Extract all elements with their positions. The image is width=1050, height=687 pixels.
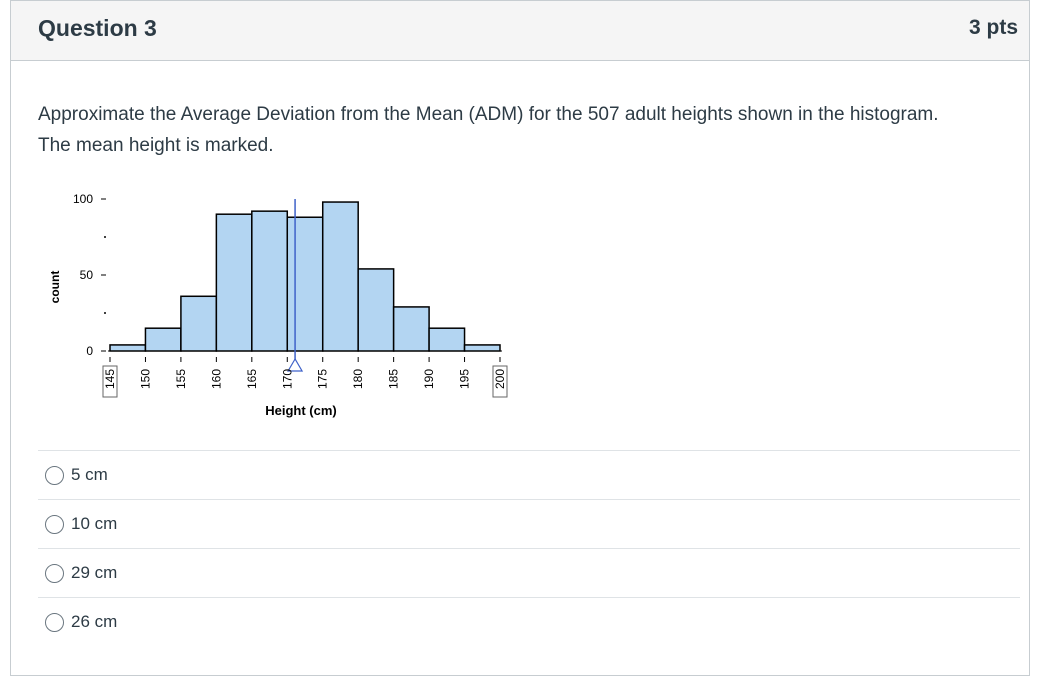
question-points: 3 pts	[968, 16, 1018, 39]
answer-option[interactable]: 26 cm	[38, 597, 1020, 646]
question-card: Question 3 3 pts Approximate the Average…	[10, 0, 1030, 676]
y-tick-label: 50	[80, 268, 94, 282]
radio-button[interactable]	[45, 563, 64, 583]
x-tick-label: 185	[387, 369, 401, 389]
answer-option[interactable]: 10 cm	[38, 499, 1020, 548]
y-tick-label: 100	[73, 192, 93, 206]
histogram-bar	[392, 306, 430, 352]
answer-label: 5 cm	[71, 465, 108, 484]
radio-button[interactable]	[45, 465, 64, 485]
x-tick-label: 170	[280, 369, 294, 389]
question-header: Question 3 3 pts	[11, 1, 1029, 61]
answer-list: 5 cm 10 cm 29 cm 26 cm	[38, 450, 1020, 646]
x-tick-label: 165	[245, 369, 259, 389]
y-tick-label: 0	[86, 344, 93, 358]
x-tick-label-box	[492, 365, 508, 398]
histogram-bar	[144, 327, 182, 352]
histogram-bar	[357, 268, 395, 352]
x-tick-label: 190	[422, 369, 436, 389]
histogram-bar	[321, 201, 359, 352]
x-axis-label: Height (cm)	[265, 403, 337, 418]
answer-option[interactable]: 29 cm	[38, 548, 1020, 597]
answer-label: 26 cm	[71, 612, 118, 631]
x-tick-label: 195	[458, 369, 472, 389]
x-tick-label: 150	[138, 369, 152, 389]
question-title: Question 3	[38, 15, 157, 41]
x-tick-label: 160	[209, 369, 223, 389]
histogram-bar	[286, 216, 324, 352]
x-tick-label: 175	[316, 369, 330, 389]
radio-button[interactable]	[45, 612, 64, 632]
mean-marker	[287, 357, 304, 372]
x-tick-label: 200	[493, 369, 507, 389]
x-tick-label-box	[102, 365, 118, 398]
x-tick-label: 145	[103, 369, 117, 389]
histogram-bar	[428, 327, 466, 352]
histogram-chart: 0 50 100 count 145 150 155 160 165 170 175 180 185 19…	[35, 186, 515, 431]
question-text: Approximate the Average Deviation from t…	[38, 104, 939, 156]
histogram-bar	[109, 344, 147, 352]
histogram-svg: 0 50 100 count 145 150 155 160 165 170 175 180 185 19…	[48, 192, 508, 418]
histogram-bar	[215, 213, 253, 352]
answer-label: 10 cm	[71, 514, 118, 533]
answer-label: 29 cm	[71, 563, 118, 582]
y-axis-label: count	[48, 271, 62, 304]
x-tick-label: 155	[174, 369, 188, 389]
histogram-bar	[180, 295, 218, 352]
histogram-bar	[463, 344, 501, 352]
x-tick-label: 180	[351, 369, 365, 389]
radio-button[interactable]	[45, 514, 64, 534]
answer-option[interactable]: 5 cm	[38, 450, 1020, 499]
histogram-bar	[251, 210, 289, 352]
